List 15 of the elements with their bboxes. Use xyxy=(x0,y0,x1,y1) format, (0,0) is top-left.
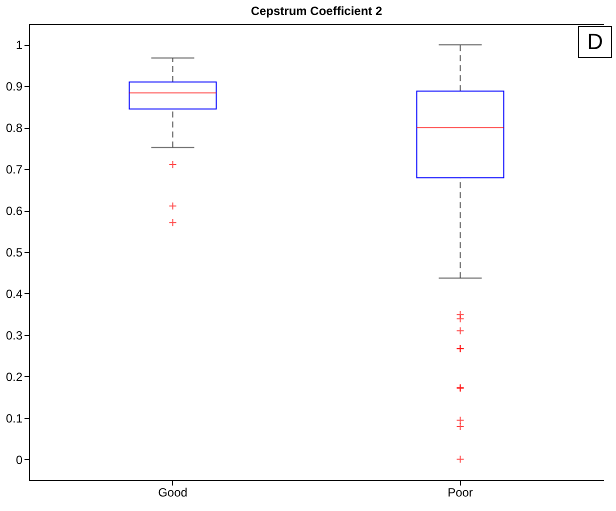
y-tick-label: 0.4 xyxy=(6,286,23,301)
x-tick-label: Good xyxy=(158,486,188,500)
y-tick-label: 0.3 xyxy=(6,328,23,342)
x-tick-label: Poor xyxy=(448,486,473,500)
y-tick-label: 0.1 xyxy=(6,411,23,426)
y-tick-label: 0.8 xyxy=(6,121,23,136)
y-tick-label: 0.6 xyxy=(6,204,23,218)
chart-title: Cepstrum Coefficient 2 xyxy=(250,4,382,18)
y-tick-label: 0.2 xyxy=(6,370,23,384)
y-tick-label: 0 xyxy=(16,452,23,467)
y-tick-label: 0.9 xyxy=(6,80,23,94)
annotation: D xyxy=(587,29,603,54)
y-tick-label: 0.7 xyxy=(6,162,23,177)
y-tick-label: 1 xyxy=(16,38,23,52)
y-tick-label: 0.5 xyxy=(6,246,23,260)
